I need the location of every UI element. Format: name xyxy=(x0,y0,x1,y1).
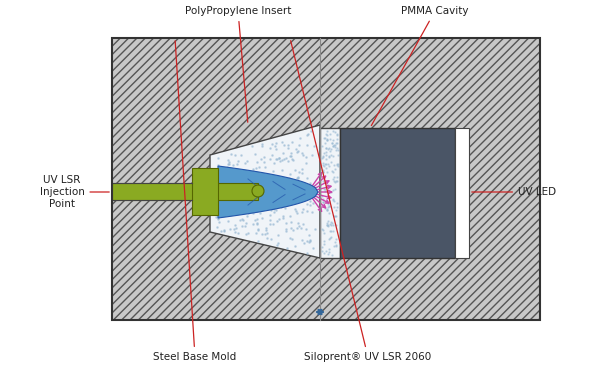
Circle shape xyxy=(252,185,264,197)
Bar xyxy=(112,38,540,320)
Bar xyxy=(192,168,218,215)
Bar xyxy=(112,183,192,200)
Polygon shape xyxy=(210,125,320,258)
Bar xyxy=(340,128,455,258)
Text: PolyPropylene Insert: PolyPropylene Insert xyxy=(185,6,291,122)
Text: UV LSR
Injection
Point: UV LSR Injection Point xyxy=(39,176,110,208)
Bar xyxy=(112,38,540,320)
Text: Steel Base Mold: Steel Base Mold xyxy=(154,41,237,362)
Text: Siloprent® UV LSR 2060: Siloprent® UV LSR 2060 xyxy=(290,41,431,362)
Polygon shape xyxy=(218,166,318,218)
Text: PMMA Cavity: PMMA Cavity xyxy=(371,6,469,126)
Text: UV LED: UV LED xyxy=(472,187,556,197)
Bar xyxy=(455,128,469,258)
Bar xyxy=(320,128,340,258)
Bar xyxy=(112,183,258,200)
